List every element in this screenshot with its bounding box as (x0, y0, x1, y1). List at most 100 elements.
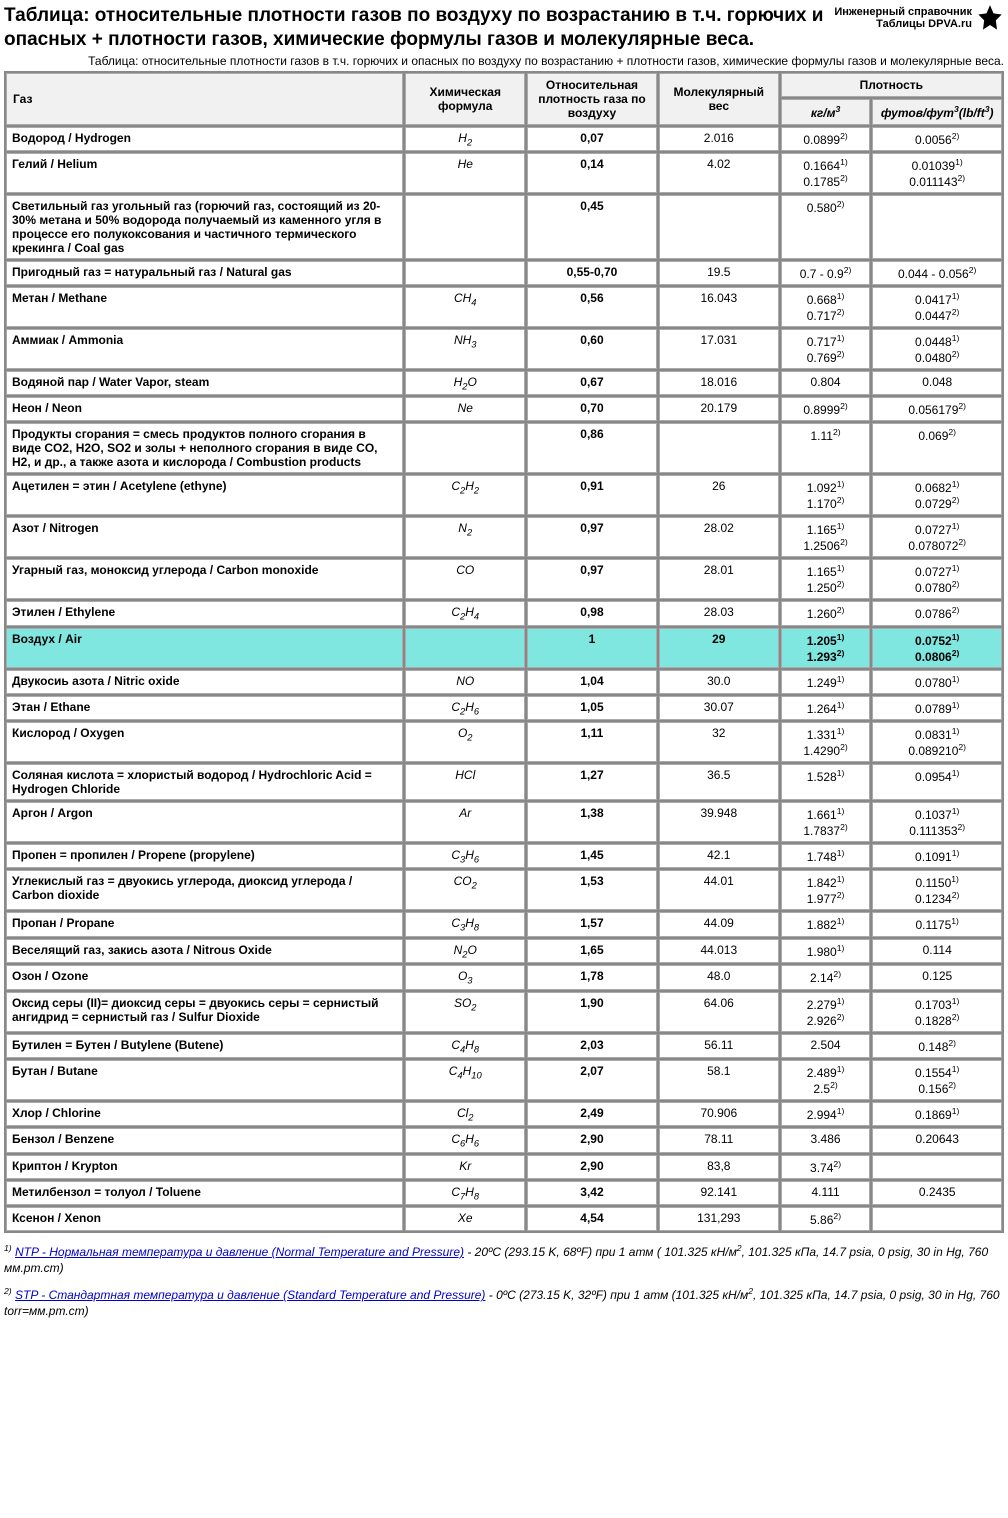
cell-rel-density: 0,70 (527, 397, 657, 421)
table-row: Пригодный газ = натуральный газ / Natura… (6, 261, 1002, 285)
cell-gas: Светильный газ угольный газ (горючий газ… (6, 195, 403, 259)
col-mol-weight: Молекулярный вес (659, 73, 779, 125)
cell-rel-density: 0,55-0,70 (527, 261, 657, 285)
cell-formula: CO2 (405, 870, 525, 910)
cell-mol-weight: 2.016 (659, 127, 779, 151)
cell-mol-weight (659, 423, 779, 473)
cell-rel-density: 1,53 (527, 870, 657, 910)
cell-rel-density: 4,54 (527, 1207, 657, 1231)
brand-text: Инженерный справочник Таблицы DPVA.ru (828, 6, 972, 30)
cell-rel-density: 0,56 (527, 287, 657, 327)
table-row: Угарный газ, моноксид углерода / Carbon … (6, 559, 1002, 599)
table-row: Аргон / ArgonAr1,3839.9481.6611)1.78372)… (6, 802, 1002, 842)
cell-rel-density: 0,07 (527, 127, 657, 151)
footnote-1: 1) NTP - Нормальная температура и давлен… (4, 1243, 1004, 1276)
cell-gas: Метилбензол = толуол / Toluene (6, 1181, 403, 1205)
cell-rel-density: 1,04 (527, 670, 657, 694)
cell-gas: Криптон / Krypton (6, 1155, 403, 1179)
cell-formula: C2H6 (405, 696, 525, 720)
cell-formula: Ne (405, 397, 525, 421)
cell-formula: N2O (405, 939, 525, 963)
cell-formula: CH4 (405, 287, 525, 327)
table-row: Азот / NitrogenN20,9728.021.1651)1.25062… (6, 517, 1002, 557)
footnote-2: 2) STP - Стандартная температура и давле… (4, 1286, 1004, 1319)
cell-formula: C2H2 (405, 475, 525, 515)
cell-rel-density: 0,45 (527, 195, 657, 259)
cell-mol-weight: 44.01 (659, 870, 779, 910)
cell-gas: Этан / Ethane (6, 696, 403, 720)
table-row: Криптон / KryptonKr2,9083,83.742) (6, 1155, 1002, 1179)
cell-mol-weight: 20.179 (659, 397, 779, 421)
cell-mol-weight: 28.02 (659, 517, 779, 557)
cell-density-kgm3: 0.7171)0.7692) (781, 329, 871, 369)
cell-density-lbft3: 0.10371)0.1113532) (872, 802, 1002, 842)
cell-mol-weight: 30.07 (659, 696, 779, 720)
gas-density-table: Газ Химическая формула Относительная пло… (4, 71, 1004, 1234)
cell-formula: NH3 (405, 329, 525, 369)
subtitle: Таблица: относительные плотности газов в… (4, 54, 1004, 68)
cell-density-lbft3: 0.0561792) (872, 397, 1002, 421)
cell-density-kgm3: 1.2602) (781, 601, 871, 625)
cell-formula (405, 628, 525, 668)
table-row: Гелий / HeliumHe0,144.020.16641)0.17852)… (6, 153, 1002, 193)
cell-formula: CO (405, 559, 525, 599)
cell-mol-weight: 44.013 (659, 939, 779, 963)
cell-density-lbft3: 0.11751) (872, 912, 1002, 936)
cell-gas: Бутилен = Бутен / Butylene (Butene) (6, 1034, 403, 1058)
cell-formula: SO2 (405, 992, 525, 1032)
cell-mol-weight: 36.5 (659, 764, 779, 800)
cell-density-kgm3: 2.9941) (781, 1102, 871, 1126)
col-density: Плотность (781, 73, 1002, 97)
cell-density-lbft3: 0.04171)0.04472) (872, 287, 1002, 327)
cell-density-lbft3: 0.044 - 0.0562) (872, 261, 1002, 285)
col-lbft3: футов/фут3(lb/ft3) (872, 99, 1002, 125)
cell-gas: Хлор / Chlorine (6, 1102, 403, 1126)
cell-rel-density: 2,03 (527, 1034, 657, 1058)
cell-rel-density: 0,86 (527, 423, 657, 473)
cell-gas: Оксид серы (II)= диоксид серы = двуокись… (6, 992, 403, 1032)
cell-mol-weight: 64.06 (659, 992, 779, 1032)
cell-density-kgm3: 4.111 (781, 1181, 871, 1205)
table-row: Этан / EthaneC2H61,0530.071.2641)0.07891… (6, 696, 1002, 720)
cell-density-lbft3: 0.15541)0.1562) (872, 1060, 1002, 1100)
cell-mol-weight: 42.1 (659, 844, 779, 868)
cell-density-kgm3: 1.112) (781, 423, 871, 473)
cell-density-kgm3: 3.486 (781, 1128, 871, 1152)
cell-density-lbft3: 0.08311)0.0892102) (872, 722, 1002, 762)
cell-gas: Ацетилен = этин / Acetylene (ethyne) (6, 475, 403, 515)
stp-link[interactable]: STP - Стандартная температура и давление… (15, 1288, 485, 1302)
cell-rel-density: 1,65 (527, 939, 657, 963)
ntp-link[interactable]: NTP - Нормальная температура и давление … (15, 1245, 464, 1259)
cell-density-kgm3: 3.742) (781, 1155, 871, 1179)
cell-gas: Бензол / Benzene (6, 1128, 403, 1152)
cell-mol-weight: 17.031 (659, 329, 779, 369)
table-row: Этилен / EthyleneC2H40,9828.031.2602)0.0… (6, 601, 1002, 625)
table-row: Пропан / PropaneC3H81,5744.091.8821)0.11… (6, 912, 1002, 936)
cell-gas: Пропан / Propane (6, 912, 403, 936)
cell-mol-weight: 44.09 (659, 912, 779, 936)
cell-mol-weight: 83,8 (659, 1155, 779, 1179)
cell-gas: Азот / Nitrogen (6, 517, 403, 557)
cell-density-lbft3: 0.010391)0.0111432) (872, 153, 1002, 193)
cell-density-kgm3: 0.16641)0.17852) (781, 153, 871, 193)
cell-gas: Соляная кислота = хлористый водород / Hy… (6, 764, 403, 800)
col-gas: Газ (6, 73, 403, 125)
cell-mol-weight: 70.906 (659, 1102, 779, 1126)
cell-gas: Ксенон / Xenon (6, 1207, 403, 1231)
table-row: Соляная кислота = хлористый водород / Hy… (6, 764, 1002, 800)
cell-mol-weight: 4.02 (659, 153, 779, 193)
cell-mol-weight: 78.11 (659, 1128, 779, 1152)
cell-density-lbft3: 0.00562) (872, 127, 1002, 151)
cell-formula (405, 195, 525, 259)
table-row: Светильный газ угольный газ (горючий газ… (6, 195, 1002, 259)
cell-density-lbft3: 0.10911) (872, 844, 1002, 868)
cell-density-lbft3: 0.0692) (872, 423, 1002, 473)
cell-density-kgm3: 2.2791)2.9262) (781, 992, 871, 1032)
table-row: Ацетилен = этин / Acetylene (ethyne)C2H2… (6, 475, 1002, 515)
cell-mol-weight: 32 (659, 722, 779, 762)
cell-gas: Продукты сгорания = смесь продуктов полн… (6, 423, 403, 473)
cell-mol-weight: 19.5 (659, 261, 779, 285)
cell-rel-density: 1,57 (527, 912, 657, 936)
cell-density-kgm3: 1.7481) (781, 844, 871, 868)
cell-gas: Углекислый газ = двуокись углерода, диок… (6, 870, 403, 910)
